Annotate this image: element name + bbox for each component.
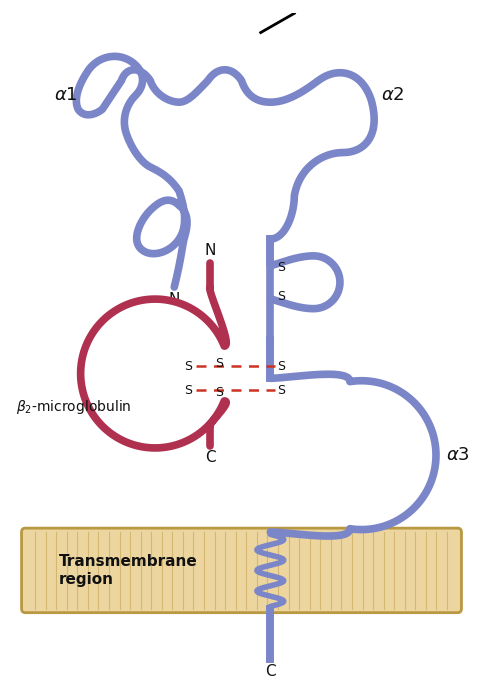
Text: C: C: [205, 450, 215, 466]
Text: C: C: [265, 664, 276, 679]
FancyBboxPatch shape: [22, 528, 461, 612]
Text: N: N: [205, 243, 216, 258]
Text: S: S: [278, 384, 285, 397]
Text: S: S: [215, 357, 223, 370]
Text: S: S: [278, 290, 285, 303]
Text: S: S: [184, 360, 192, 373]
Text: S: S: [278, 261, 285, 275]
Text: S: S: [278, 360, 285, 373]
Text: $\beta_2$-microglobulin: $\beta_2$-microglobulin: [16, 398, 131, 416]
Text: Transmembrane
region: Transmembrane region: [59, 554, 198, 586]
Text: S: S: [215, 387, 223, 399]
Text: $\alpha$2: $\alpha$2: [381, 86, 404, 104]
Text: $\alpha$3: $\alpha$3: [446, 446, 469, 464]
Text: S: S: [184, 384, 192, 397]
Text: $\alpha$1: $\alpha$1: [54, 86, 78, 104]
Text: N: N: [169, 292, 180, 307]
